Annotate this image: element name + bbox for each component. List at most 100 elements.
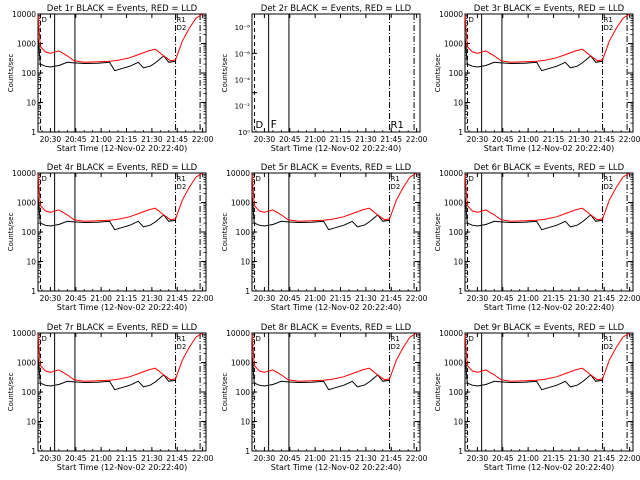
plot-frame [251, 13, 421, 133]
panel-title: Det 7r BLACK = Events, RED = LLD [47, 323, 198, 333]
y-axis-label: Counts/sec [434, 213, 442, 252]
panel-det-3: Det 3r BLACK = Events, RED = LLD 1 10 100 10… [434, 4, 640, 153]
series-line-events [37, 35, 176, 72]
panel-det-6: Det 6r BLACK = Events, RED = LLD 1 10 100 10… [434, 163, 640, 312]
x-axis-label: Start Time (12-Nov-02 20:22:40) [57, 463, 187, 472]
x-tick-label: 20:30 [40, 135, 62, 144]
y-axis-label: Counts/sec [7, 54, 15, 93]
y-tick-label: 10 [240, 418, 250, 427]
x-tick-label: 20:45 [65, 454, 87, 463]
panel-title: Det 1r BLACK = Events, RED = LLD [47, 4, 198, 14]
series-line-events [464, 35, 603, 72]
x-tick-label: 22:00 [406, 294, 428, 303]
x-tick-label: 21:45 [380, 135, 402, 144]
x-axis-label: Start Time (12-Nov-02 20:22:40) [57, 303, 187, 312]
x-tick-label: 21:30 [141, 454, 163, 463]
marker-d-label: D [42, 335, 47, 343]
x-tick-label: 21:45 [380, 294, 402, 303]
x-axis-label: Start Time (12-Nov-02 20:22:40) [271, 463, 401, 472]
y-tick-label: 1 [458, 128, 463, 137]
x-tick-label: 21:45 [593, 135, 615, 144]
x-tick-label: 21:30 [355, 454, 377, 463]
x-tick-label: 21:30 [568, 135, 590, 144]
y-tick-label: 10000 [226, 169, 250, 178]
x-tick-label: 21:00 [517, 135, 539, 144]
marker-d-label: D [256, 175, 261, 183]
y-tick-label: 10000 [439, 10, 463, 19]
y-tick-label: 100 [22, 228, 37, 237]
x-axis-label: Start Time (12-Nov-02 20:22:40) [57, 144, 187, 153]
y-tick-label: 1 [31, 128, 36, 137]
panel-det-4: Det 4r BLACK = Events, RED = LLD 1 10 100 10… [7, 163, 214, 312]
x-tick-label: 21:15 [116, 294, 138, 303]
marker-d-label: D [42, 16, 47, 24]
x-tick-label: 20:45 [65, 294, 87, 303]
marker-d2-label: D2 [177, 183, 187, 191]
marker-d2-label: D2 [391, 343, 401, 351]
panel-title: Det 6r BLACK = Events, RED = LLD [474, 163, 625, 173]
y-tick-label: 1000 [444, 40, 463, 49]
x-axis-label: Start Time (12-Nov-02 20:22:40) [484, 463, 614, 472]
x-axis-label: Start Time (12-Nov-02 20:22:40) [484, 144, 614, 153]
marker-r1-label: R1 [391, 335, 400, 343]
x-tick-label: 21:30 [355, 135, 377, 144]
y-tick-label: 1 [245, 447, 250, 456]
y-tick-label: 10 [453, 418, 463, 427]
x-tick-label: 21:45 [593, 294, 615, 303]
y-tick-label: 10000 [12, 10, 36, 19]
marker-r1-label: R1 [604, 175, 613, 183]
y-tick-label: 10 [240, 258, 250, 267]
series-line-lld [464, 172, 630, 222]
y-axis-label: Counts/sec [7, 373, 15, 412]
y-axis-label: Counts/sec [221, 54, 229, 93]
x-tick-label: 21:00 [90, 135, 112, 144]
panel-det-8: Det 8r BLACK = Events, RED = LLD 1 10 100 10… [221, 323, 428, 472]
x-tick-label: 21:15 [116, 454, 138, 463]
y-tick-label: 100 [22, 69, 37, 78]
series-line-events [251, 354, 390, 391]
panel-det-1: Det 1r BLACK = Events, RED = LLD 1 10 100 10… [7, 4, 214, 153]
x-tick-label: 21:15 [330, 294, 352, 303]
marker-d2-label: D2 [604, 343, 614, 351]
y-tick-label: 10 [453, 258, 463, 267]
y-axis-label: Counts/sec [221, 213, 229, 252]
x-tick-label: 20:30 [40, 454, 62, 463]
marker-d2-label: D2 [391, 183, 401, 191]
x-tick-label: 21:30 [141, 294, 163, 303]
y-tick-label: 1000 [444, 199, 463, 208]
x-tick-label: 22:00 [192, 135, 214, 144]
x-tick-label: 20:30 [467, 294, 489, 303]
marker-r1-label: R1 [177, 175, 186, 183]
y-tick-label: 10000 [12, 329, 36, 338]
x-tick-label: 21:45 [593, 454, 615, 463]
x-tick-label: 20:45 [279, 135, 301, 144]
x-tick-label: 21:15 [116, 135, 138, 144]
y-tick-label: 1 [245, 287, 250, 296]
series-line-events [37, 354, 176, 391]
y-tick-label: 10 [26, 258, 36, 267]
x-tick-label: 20:30 [254, 454, 276, 463]
marker-d2-label: D2 [177, 343, 187, 351]
x-tick-label: 21:00 [304, 454, 326, 463]
y-tick-label: 1 [31, 287, 36, 296]
y-tick-label: 100 [449, 388, 464, 397]
marker-d-label: D [256, 335, 261, 343]
panel-title: Det 3r BLACK = Events, RED = LLD [474, 4, 625, 14]
series-line-lld [251, 332, 417, 382]
panel-det-7: Det 7r BLACK = Events, RED = LLD 1 10 100 10… [7, 323, 214, 472]
y-axis-label: Counts/sec [434, 54, 442, 93]
x-tick-label: 21:15 [330, 135, 352, 144]
panel-det-9: Det 9r BLACK = Events, RED = LLD 1 10 100 10… [434, 323, 640, 472]
x-tick-label: 21:00 [90, 294, 112, 303]
y-tick-label: 10⁻⁴ [235, 77, 251, 85]
panel-title: Det 4r BLACK = Events, RED = LLD [47, 163, 198, 173]
x-tick-label: 21:30 [568, 294, 590, 303]
x-tick-label: 21:30 [141, 135, 163, 144]
x-tick-label: 20:30 [40, 294, 62, 303]
marker-r1-label: R1 [604, 335, 613, 343]
x-tick-label: 20:45 [279, 454, 301, 463]
y-axis-label: Counts/sec [7, 213, 15, 252]
marker-d2-label: D2 [604, 183, 614, 191]
x-tick-label: 22:00 [619, 454, 640, 463]
y-tick-label: 100 [22, 388, 37, 397]
